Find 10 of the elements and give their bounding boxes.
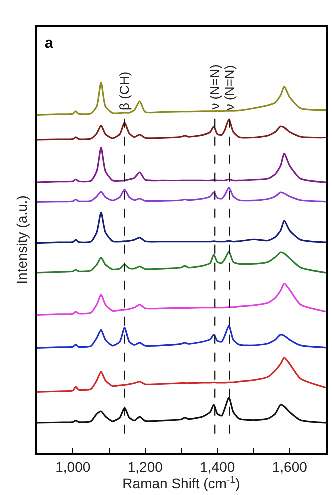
text: a bbox=[45, 35, 54, 52]
x-tick-label: 1,200 bbox=[128, 458, 164, 475]
x-tick-label: 1,600 bbox=[272, 458, 308, 475]
ref-line-label: ν (N=N) bbox=[207, 64, 222, 110]
x-axis-title: Raman Shift (cm$^{-1}$) bbox=[122, 474, 240, 492]
y-axis-title: Intensity (a.u.) bbox=[14, 196, 30, 284]
x-tick-label: 1,000 bbox=[56, 458, 91, 475]
ref-line-label: β (CH) bbox=[117, 72, 132, 110]
ref-line-label: ν (N=N) bbox=[222, 65, 238, 111]
x-tick-label: 1,400 bbox=[200, 458, 236, 475]
